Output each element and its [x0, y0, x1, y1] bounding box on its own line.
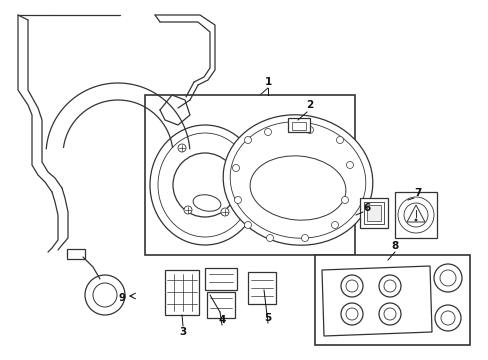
Ellipse shape — [158, 133, 251, 237]
Circle shape — [378, 275, 400, 297]
Circle shape — [383, 280, 395, 292]
Circle shape — [264, 129, 271, 135]
Circle shape — [414, 219, 417, 221]
Text: 5: 5 — [264, 313, 271, 323]
Polygon shape — [321, 266, 431, 336]
Circle shape — [244, 221, 251, 229]
Circle shape — [93, 283, 117, 307]
Circle shape — [433, 264, 461, 292]
Bar — [366, 205, 380, 221]
Circle shape — [434, 305, 460, 331]
Text: 4: 4 — [218, 315, 225, 325]
Circle shape — [301, 234, 308, 242]
Ellipse shape — [173, 153, 237, 217]
Circle shape — [178, 144, 185, 152]
Circle shape — [340, 275, 362, 297]
Circle shape — [440, 311, 454, 325]
Bar — [363, 202, 383, 224]
Circle shape — [346, 162, 353, 168]
Polygon shape — [406, 205, 424, 222]
Ellipse shape — [223, 115, 372, 245]
Bar — [287, 118, 309, 132]
Circle shape — [378, 303, 400, 325]
Circle shape — [244, 136, 251, 144]
Text: 7: 7 — [413, 188, 421, 198]
Text: 3: 3 — [179, 327, 186, 337]
Circle shape — [234, 197, 241, 203]
Circle shape — [346, 308, 357, 320]
Circle shape — [403, 203, 427, 227]
Circle shape — [331, 221, 338, 229]
Circle shape — [183, 206, 192, 214]
Circle shape — [397, 197, 433, 233]
Bar — [206, 292, 235, 318]
Circle shape — [439, 270, 455, 286]
Circle shape — [341, 197, 348, 203]
Bar — [394, 192, 436, 238]
Circle shape — [266, 234, 273, 242]
Circle shape — [383, 308, 395, 320]
Bar — [164, 270, 199, 315]
Text: 9: 9 — [118, 293, 125, 303]
Circle shape — [306, 126, 313, 134]
Text: 1: 1 — [264, 77, 271, 87]
Bar — [247, 272, 275, 304]
Circle shape — [346, 280, 357, 292]
Circle shape — [85, 275, 125, 315]
Text: 6: 6 — [363, 203, 370, 213]
Text: 8: 8 — [390, 241, 398, 251]
Circle shape — [336, 136, 343, 144]
Bar — [204, 268, 237, 290]
Circle shape — [340, 303, 362, 325]
Circle shape — [221, 208, 228, 216]
Bar — [359, 198, 387, 228]
Circle shape — [232, 165, 239, 171]
Bar — [145, 95, 354, 255]
Bar — [67, 249, 85, 259]
Bar — [291, 122, 305, 130]
Ellipse shape — [193, 195, 221, 211]
Bar — [314, 255, 469, 345]
Ellipse shape — [150, 125, 260, 245]
Text: 2: 2 — [306, 100, 313, 110]
Ellipse shape — [249, 156, 345, 220]
Ellipse shape — [230, 122, 365, 238]
